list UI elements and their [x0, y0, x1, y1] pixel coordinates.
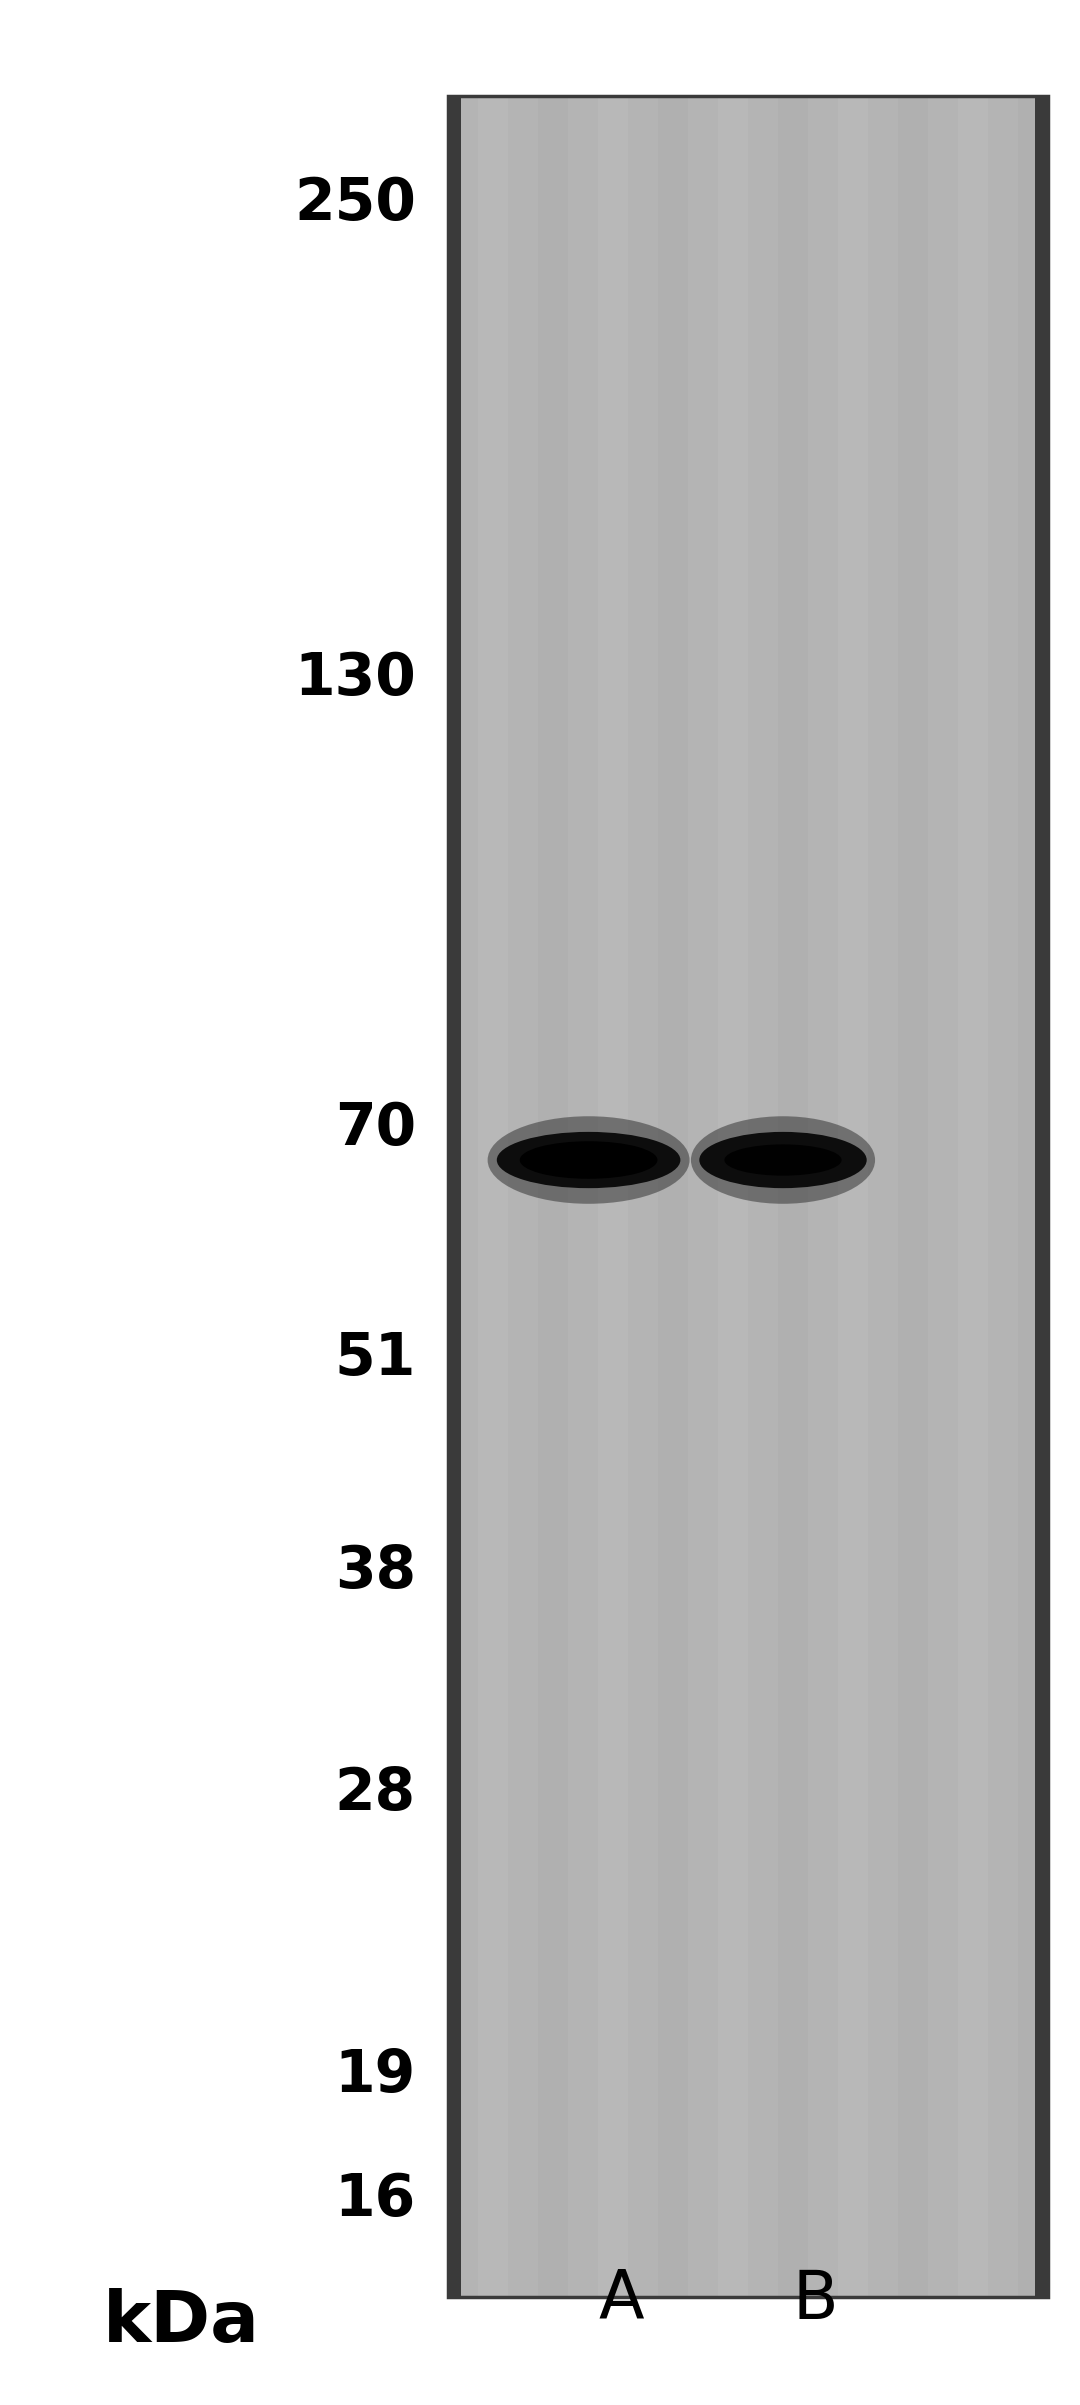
Text: B: B [793, 2268, 838, 2333]
Text: 70: 70 [335, 1099, 416, 1157]
Text: 28: 28 [335, 1765, 416, 1823]
Ellipse shape [519, 1142, 658, 1178]
Bar [658, 96, 688, 2297]
Text: 16: 16 [335, 2172, 416, 2229]
Ellipse shape [725, 1145, 841, 1176]
Bar [747, 96, 778, 2297]
Text: 250: 250 [294, 176, 416, 233]
Ellipse shape [488, 1116, 690, 1205]
Bar [448, 96, 478, 2297]
Bar [448, 96, 1048, 2297]
Text: 38: 38 [335, 1544, 416, 1599]
Bar [1035, 96, 1048, 2297]
Ellipse shape [700, 1133, 867, 1188]
Ellipse shape [691, 1116, 875, 1205]
Bar [448, 96, 1048, 2297]
Text: 51: 51 [335, 1330, 416, 1388]
Text: 130: 130 [294, 649, 416, 707]
Bar [629, 96, 658, 2297]
Bar [838, 96, 868, 2297]
Bar [958, 96, 988, 2297]
Bar [988, 96, 1017, 2297]
Bar [778, 96, 808, 2297]
Bar [688, 96, 718, 2297]
Bar [808, 96, 838, 2297]
Bar [868, 96, 897, 2297]
Bar [509, 96, 538, 2297]
Bar [718, 96, 747, 2297]
Text: 19: 19 [335, 2047, 416, 2104]
Ellipse shape [497, 1133, 680, 1188]
Text: kDa: kDa [103, 2287, 259, 2357]
Bar [538, 96, 568, 2297]
Bar [448, 96, 461, 2297]
Bar [928, 96, 958, 2297]
Bar [1017, 96, 1048, 2297]
Text: A: A [598, 2268, 644, 2333]
Bar [568, 96, 598, 2297]
Bar [598, 96, 629, 2297]
Bar [897, 96, 928, 2297]
Bar [478, 96, 508, 2297]
